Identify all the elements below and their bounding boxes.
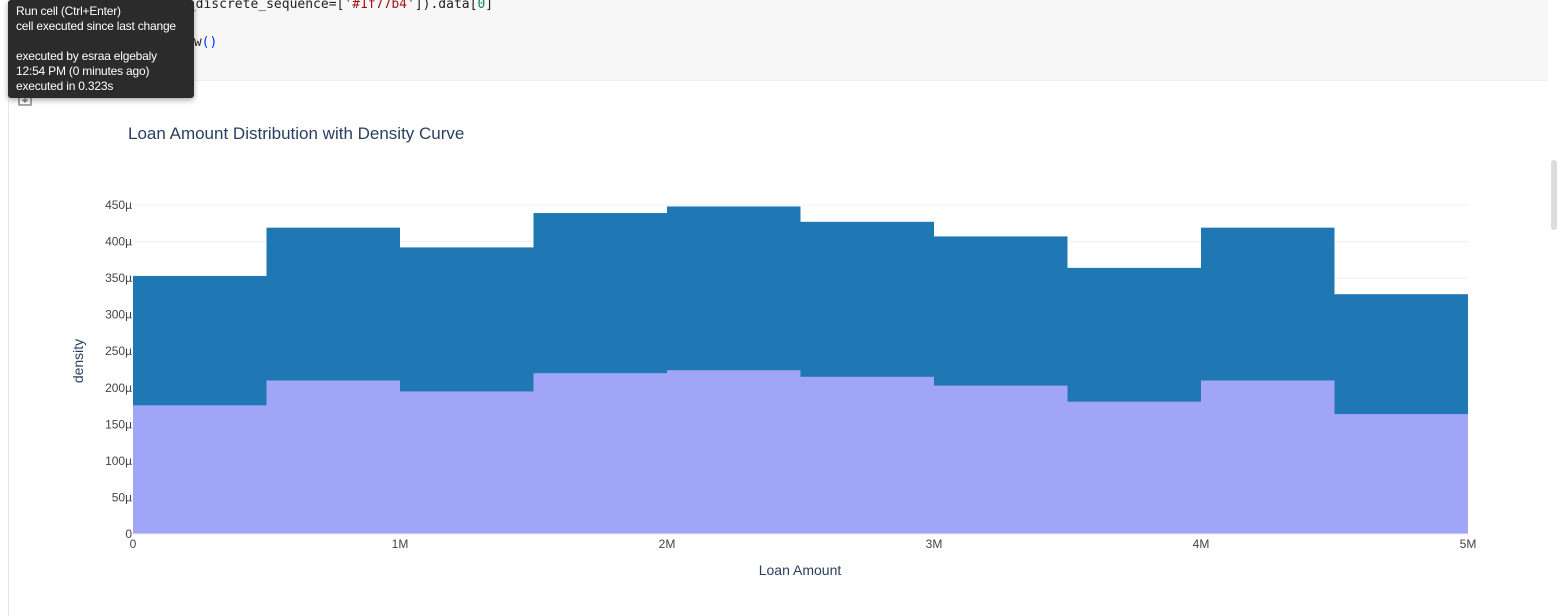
density-bar[interactable]: [1067, 401, 1202, 534]
density-bar[interactable]: [1334, 414, 1469, 534]
density-bar[interactable]: [400, 391, 534, 534]
density-bar[interactable]: [934, 385, 1068, 534]
y-tick-label: 400µ: [105, 235, 132, 249]
x-tick-label: 1M: [392, 537, 409, 551]
density-bar[interactable]: [533, 373, 668, 534]
y-tick-label: 100µ: [105, 454, 132, 468]
code-cell[interactable]: r_discrete_sequence=['#1f77b4']).data[0]…: [8, 0, 1548, 81]
x-axis-title: Loan Amount: [759, 562, 842, 578]
y-tick-label: 350µ: [105, 271, 132, 285]
tooltip-line: 12:54 PM (0 minutes ago): [16, 64, 150, 78]
tooltip-line: executed in 0.323s: [16, 79, 114, 93]
x-tick-label: 4M: [1193, 537, 1210, 551]
y-tick-label: 300µ: [105, 308, 132, 322]
y-tick-label: 250µ: [105, 344, 132, 358]
y-tick-label: 50µ: [112, 490, 132, 504]
code-line-1: r_discrete_sequence=['#1f77b4']).data[0]: [180, 0, 494, 12]
tooltip-line: cell executed since last change: [16, 19, 176, 33]
density-bar[interactable]: [667, 370, 801, 534]
tooltip-line: executed by esraa elgebaly: [16, 49, 157, 63]
scrollbar-thumb[interactable]: [1551, 160, 1557, 230]
y-tick-label: 150µ: [105, 417, 132, 431]
y-axis-title: density: [70, 339, 86, 383]
y-tick-label: 200µ: [105, 381, 132, 395]
density-bar[interactable]: [133, 405, 267, 534]
x-tick-label: 5M: [1460, 537, 1477, 551]
density-bar[interactable]: [800, 376, 935, 534]
x-tick-label: 0: [130, 537, 137, 551]
x-tick-labels: 0 1M 2M 3M 4M 5M: [130, 537, 1477, 551]
chart-title: Loan Amount Distribution with Density Cu…: [128, 124, 464, 143]
cell-output-area: [8, 81, 1549, 616]
histogram-bars: [133, 206, 1469, 535]
y-tick-label: 450µ: [105, 198, 132, 212]
x-tick-label: 3M: [926, 537, 943, 551]
tooltip-line: Run cell (Ctrl+Enter): [16, 4, 121, 18]
density-bar[interactable]: [266, 380, 401, 534]
y-tick-label: 0: [125, 527, 132, 541]
y-tick-labels: 0 50µ 100µ 150µ 200µ 250µ 300µ 350µ 400µ 450µ: [105, 198, 132, 541]
density-bar[interactable]: [1201, 380, 1335, 534]
run-cell-tooltip: Run cell (Ctrl+Enter) cell executed sinc…: [8, 0, 194, 98]
x-tick-label: 2M: [659, 537, 676, 551]
